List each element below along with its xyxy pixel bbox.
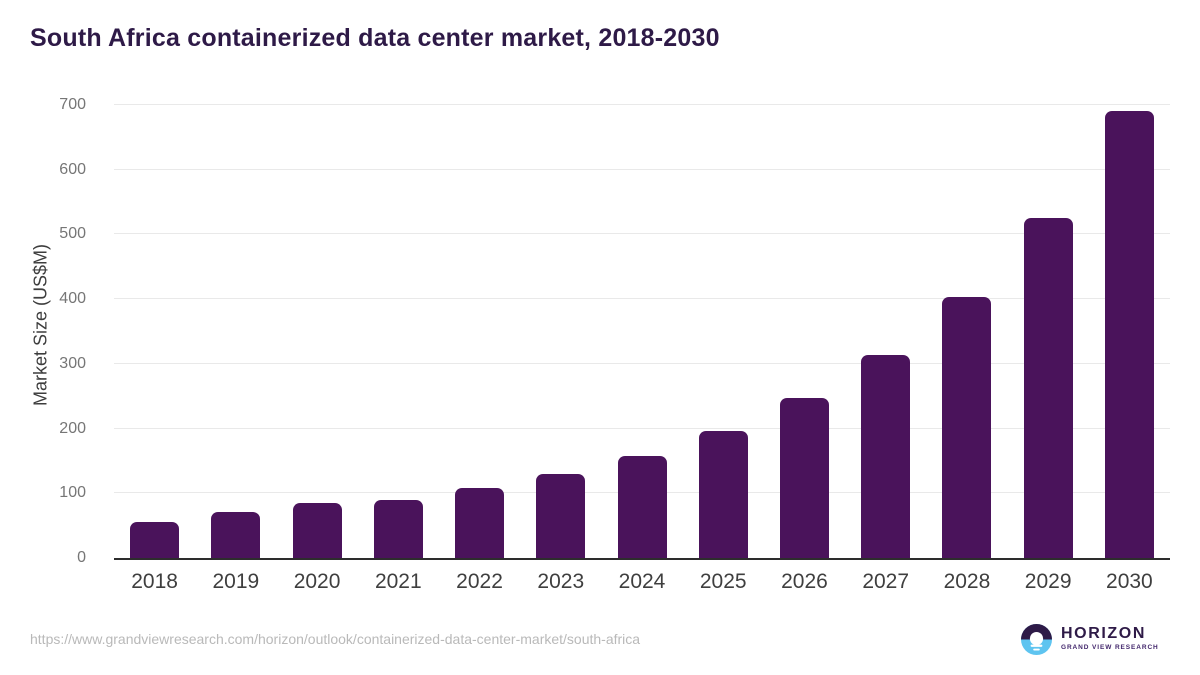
y-tick-label-500: 500 (59, 225, 86, 243)
x-tick-label-2026: 2026 (781, 570, 828, 593)
horizon-logo-name: HORIZON (1061, 625, 1146, 642)
x-tick-label-2019: 2019 (212, 570, 260, 593)
bar-2026 (779, 397, 829, 558)
y-tick-label-200: 200 (59, 419, 86, 437)
x-tick-label-2021: 2021 (374, 570, 422, 593)
x-tick-label-2025: 2025 (699, 570, 747, 593)
horizon-logo-subtitle: GRAND VIEW RESEARCH (1061, 644, 1159, 651)
x-tick-label-2028: 2028 (943, 570, 991, 593)
bar-2022 (455, 488, 505, 558)
x-tick-label-2024: 2024 (618, 570, 666, 593)
chart-title: South Africa containerized data center m… (30, 24, 720, 52)
bar-2018 (130, 522, 180, 558)
bar-2023 (536, 473, 586, 558)
bar-2030 (1104, 111, 1154, 558)
y-tick-label-600: 600 (59, 160, 86, 178)
x-tick-label-2020: 2020 (293, 570, 341, 593)
horizon-logo: HORIZON GRAND VIEW RESEARCH (1021, 624, 1159, 655)
horizon-sunset-icon (1021, 624, 1052, 655)
horizon-logo-text: HORIZON GRAND VIEW RESEARCH (1061, 624, 1159, 652)
x-tick-label-2027: 2027 (862, 570, 910, 593)
x-tick-label-2029: 2029 (1024, 570, 1072, 593)
source-url: https://www.grandviewresearch.com/horizo… (30, 631, 641, 647)
y-tick-label-700: 700 (59, 96, 86, 113)
x-tick-label-2018: 2018 (131, 570, 178, 593)
y-tick-label-400: 400 (59, 290, 86, 308)
bar-2019 (211, 512, 261, 558)
bar-2028 (942, 296, 992, 558)
x-tick-label-2030: 2030 (1106, 570, 1153, 593)
bar-2029 (1023, 218, 1073, 558)
y-tick-label-0: 0 (77, 549, 86, 566)
plot-area (114, 104, 1170, 560)
gridline-500 (114, 233, 1170, 235)
gridline-200 (114, 427, 1170, 429)
y-tick-label-300: 300 (59, 354, 86, 372)
x-tick-label-2022: 2022 (456, 570, 503, 593)
gridline-300 (114, 362, 1170, 364)
gridline-600 (114, 168, 1170, 170)
bar-2020 (292, 503, 342, 558)
bar-2025 (698, 430, 748, 558)
y-axis-title: Market Size (US$M) (30, 243, 51, 407)
y-tick-label-100: 100 (59, 484, 86, 502)
x-tick-label-2023: 2023 (537, 570, 585, 593)
gridline-700 (114, 104, 1170, 105)
bar-2027 (861, 354, 911, 558)
bar-2021 (373, 499, 423, 558)
bar-2024 (617, 455, 667, 558)
gridline-400 (114, 298, 1170, 300)
